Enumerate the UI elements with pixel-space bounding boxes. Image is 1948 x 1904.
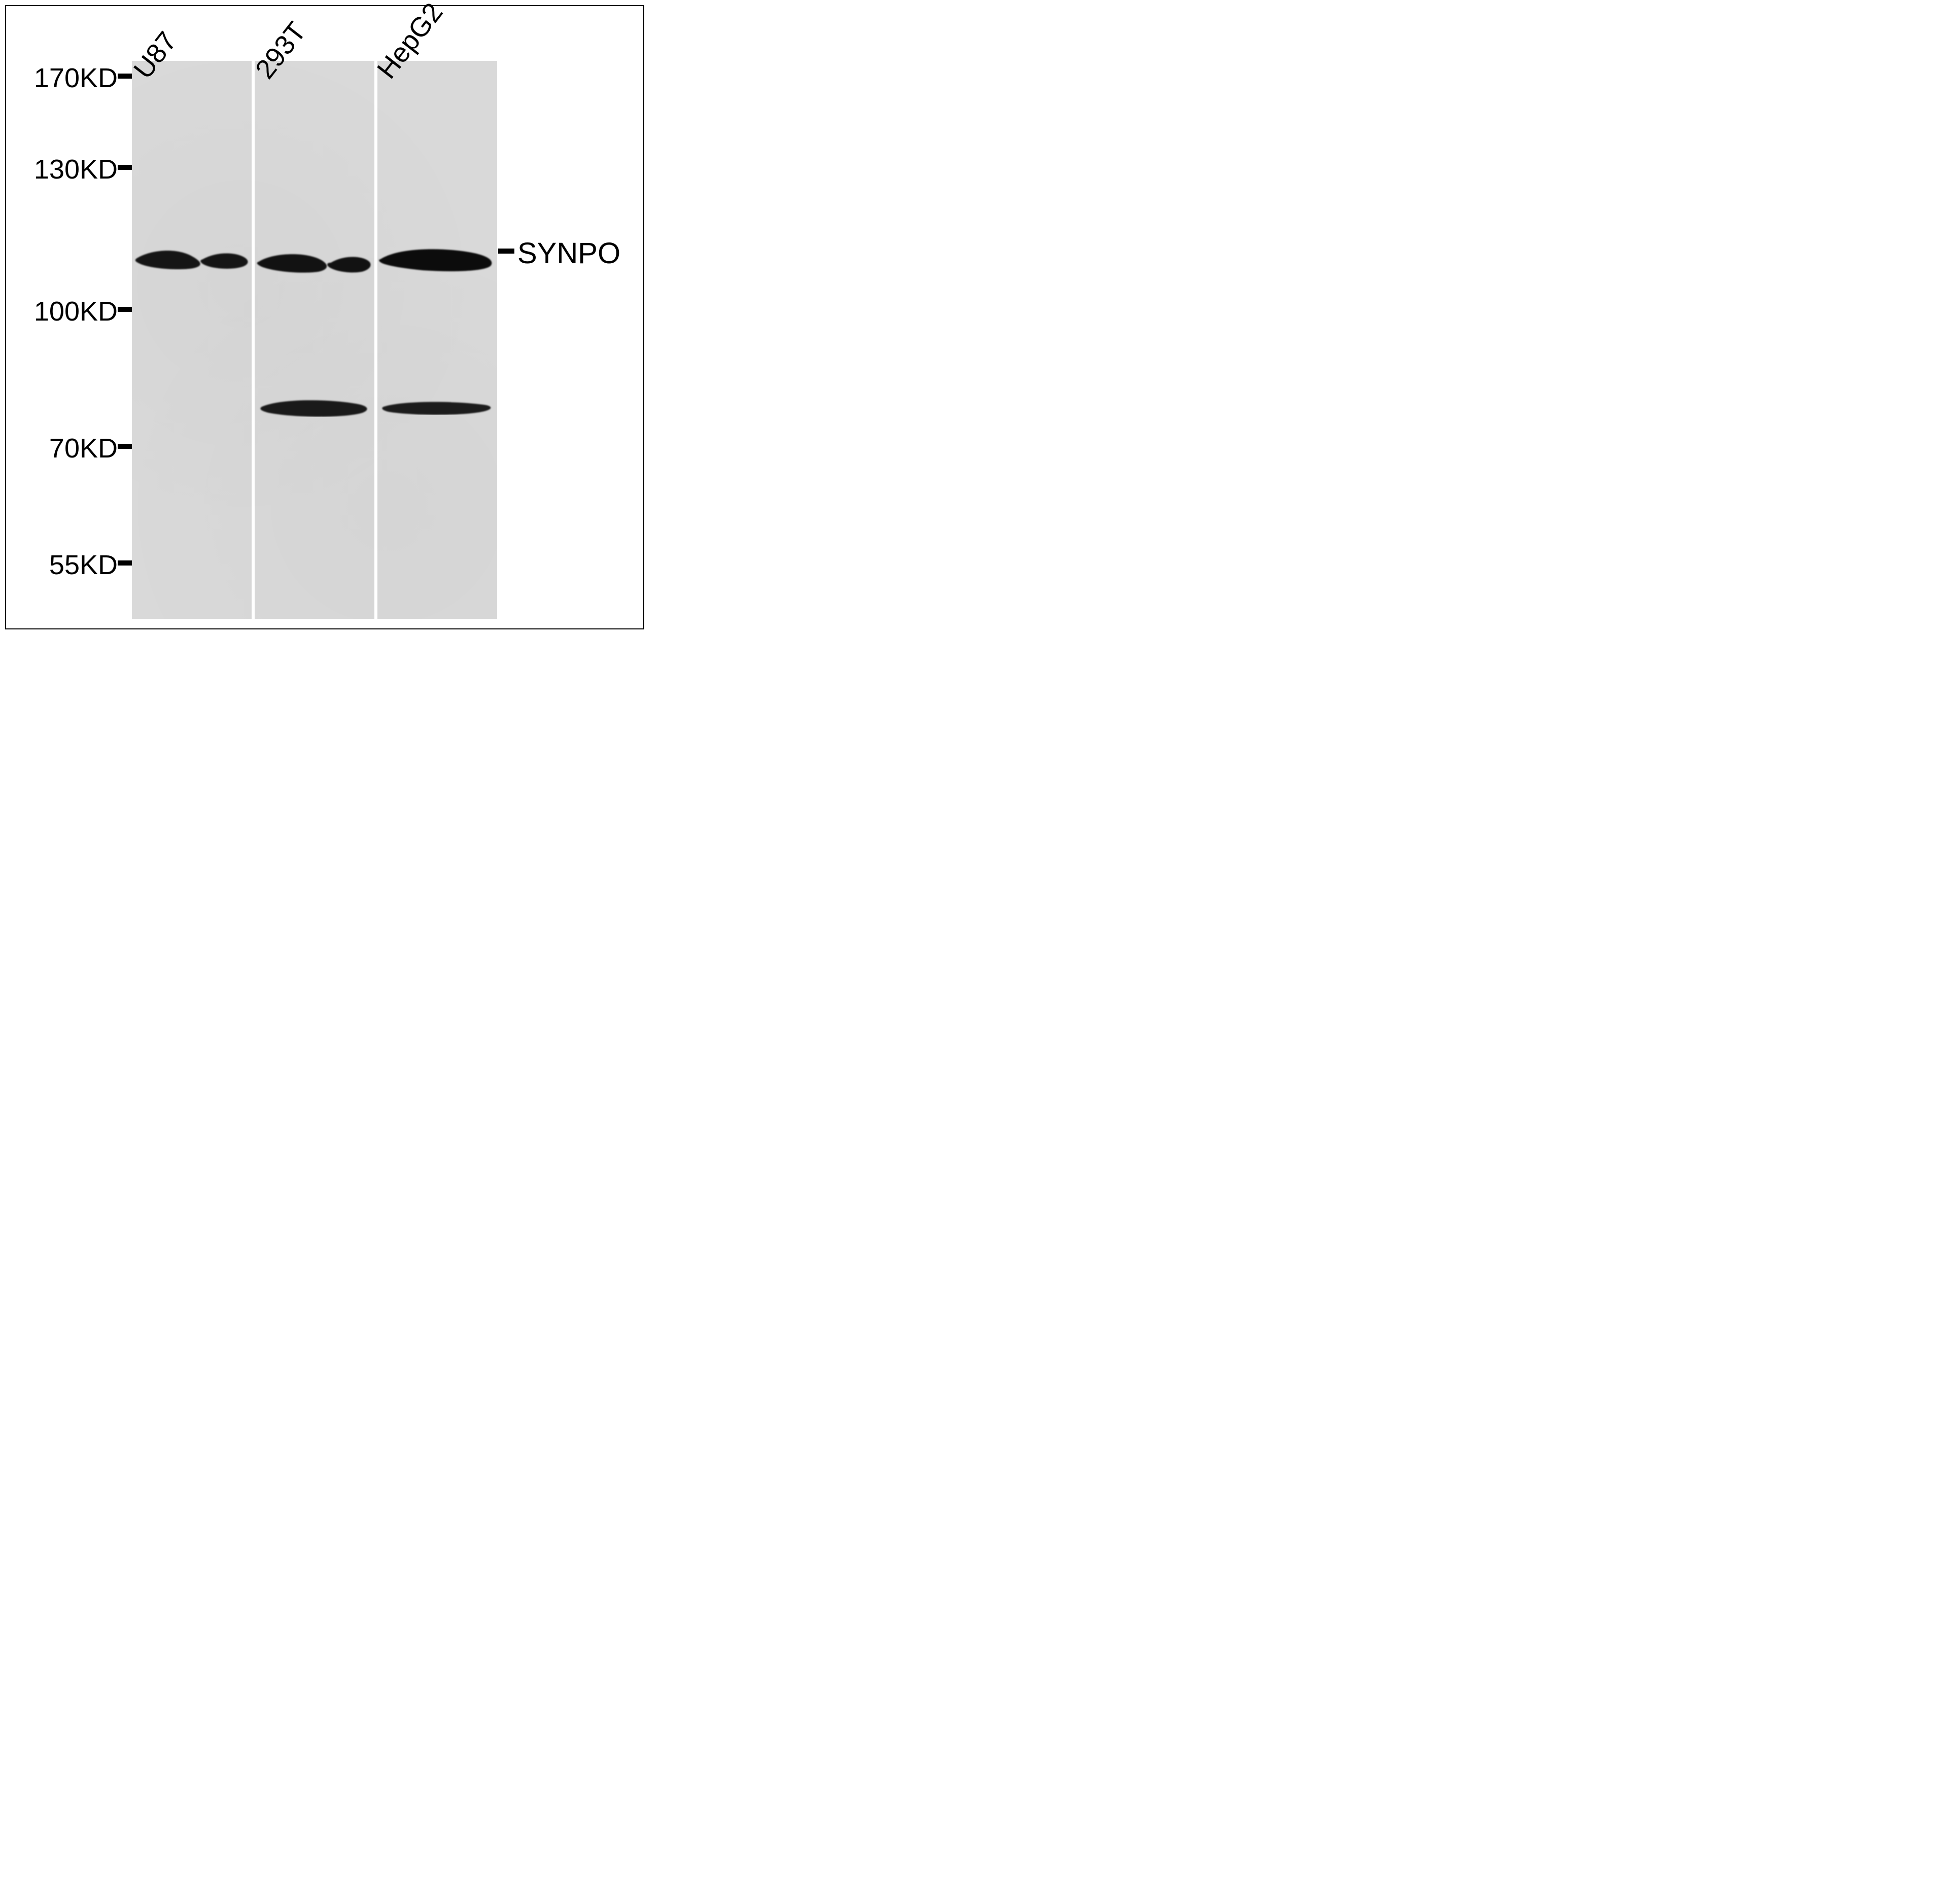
protein-label: SYNPO (517, 236, 620, 270)
figure-canvas: SYNPO U87293THepG2170KD130KD100KD70KD55K… (0, 0, 649, 634)
mw-marker-70KD: 70KD (49, 433, 118, 464)
band-lane0-0 (132, 246, 252, 270)
mw-tick-100KD (118, 307, 132, 312)
mw-tick-55KD (118, 560, 132, 566)
mw-marker-170KD: 170KD (34, 62, 118, 94)
lane-divider-2 (374, 61, 377, 619)
mw-marker-100KD: 100KD (34, 296, 118, 327)
mw-tick-170KD (118, 74, 132, 79)
band-lane2-2 (377, 245, 497, 273)
mw-tick-70KD (118, 444, 132, 449)
protein-label-tick (498, 249, 514, 254)
mw-tick-130KD (118, 165, 132, 170)
band-lane2-4 (377, 397, 497, 415)
mw-marker-130KD: 130KD (34, 154, 118, 185)
blot-membrane (132, 61, 497, 619)
lane-divider-1 (252, 61, 255, 619)
band-lane1-3 (255, 396, 374, 417)
mw-marker-55KD: 55KD (49, 549, 118, 581)
band-lane1-1 (255, 249, 374, 275)
